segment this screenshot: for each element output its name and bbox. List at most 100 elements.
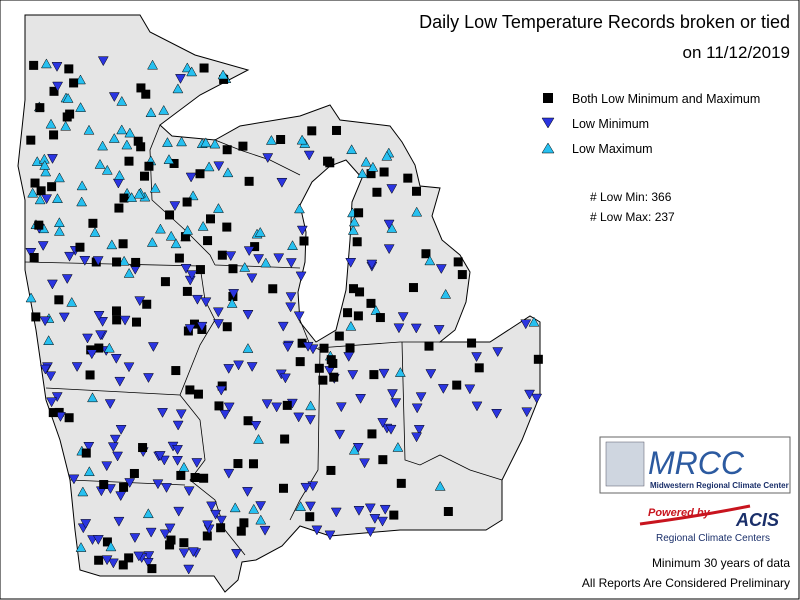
marker-low-min (464, 384, 476, 395)
marker-low-min (397, 312, 409, 323)
marker-low-max (295, 501, 307, 511)
marker-square (352, 237, 362, 247)
marker-square (124, 553, 134, 563)
marker-low-max (172, 83, 184, 94)
map-date: on 11/12/2019 (683, 43, 790, 62)
marker-low-min (147, 342, 159, 352)
marker-low-max (229, 502, 241, 513)
marker-low-min (411, 432, 422, 443)
marker-low-min (347, 370, 359, 380)
acis: ACIS (735, 510, 779, 530)
marker-square (222, 322, 232, 332)
marker-square (408, 283, 418, 293)
marker-square (124, 156, 134, 166)
marker-low-max (226, 298, 238, 308)
marker-low-min (437, 384, 449, 394)
marker-low-min (390, 398, 402, 409)
marker-low-min (279, 373, 291, 384)
marker-low-min (172, 420, 184, 431)
marker-square (457, 270, 467, 280)
marker-low-min (471, 352, 482, 363)
marker-square (88, 218, 98, 228)
marker-low-max (305, 400, 317, 411)
marker-low-max (367, 161, 379, 172)
marker-low-min (215, 515, 227, 526)
marker-low-min (172, 445, 183, 455)
marker-low-max (254, 226, 266, 237)
marker-low-min (273, 253, 285, 264)
marker-low-max (118, 255, 130, 266)
marker-low-min (223, 468, 235, 479)
marker-low-min (359, 458, 370, 469)
marker-low-max (213, 203, 224, 213)
marker-square (30, 178, 40, 188)
marker-low-min (52, 81, 64, 92)
marker-low-max (381, 150, 393, 161)
marker-low-min (377, 418, 389, 428)
acis-logo: Powered by ACIS Regional Climate Centers (639, 504, 779, 544)
marker-low-min (383, 244, 395, 255)
marker-low-min (471, 401, 483, 412)
marker-low-min (345, 258, 357, 268)
marker-square (180, 232, 190, 242)
marker-low-min (158, 455, 170, 466)
marker-low-max (121, 139, 133, 150)
marker-low-max (40, 166, 52, 177)
marker-low-min (330, 507, 342, 518)
marker-low-min (107, 442, 119, 453)
marker-low-max (347, 224, 359, 235)
marker-square (216, 523, 226, 533)
marker-square (114, 203, 124, 213)
marker-square (366, 298, 376, 308)
marker-low-min (311, 525, 323, 536)
marker-square (29, 253, 39, 263)
marker-low-min (366, 259, 378, 270)
marker-square (54, 295, 64, 305)
marker-square (85, 370, 95, 380)
marker-low-max (87, 392, 98, 403)
marker-low-min (385, 424, 397, 435)
marker-square (276, 135, 286, 145)
note: All Reports Are Considered Preliminary (582, 576, 790, 590)
marker-low-max (66, 296, 78, 307)
marker-low-min (196, 321, 208, 332)
marker-low-min (92, 256, 104, 267)
marker-low-min (47, 154, 58, 164)
marker-low-min (383, 219, 395, 230)
marker-low-min (393, 323, 405, 334)
marker-low-max (424, 255, 436, 266)
marker-square (282, 400, 292, 410)
marker-low-max (75, 102, 87, 112)
marker-square (49, 130, 59, 140)
marker-low-max (162, 137, 173, 147)
marker-square (318, 375, 328, 385)
marker-low-min (435, 264, 447, 275)
marker-low-min (255, 501, 267, 512)
marker-low-max (106, 239, 118, 250)
marker-low-max (103, 342, 115, 353)
marker-low-max (163, 154, 175, 164)
marker-low-max (209, 138, 221, 149)
marker-low-min (246, 273, 258, 284)
marker-square (138, 443, 148, 453)
marker-low-min (183, 486, 195, 497)
marker-square (379, 167, 389, 177)
marker-low-min (521, 407, 533, 418)
marker-low-max (83, 466, 95, 477)
marker-low-max (170, 238, 182, 249)
marker-square (219, 74, 229, 84)
marker-low-min (377, 516, 388, 527)
legend-label: Low Minimum (572, 117, 649, 131)
marker-low-min (25, 247, 37, 258)
marker-square (102, 537, 112, 547)
marker-low-min (259, 525, 271, 536)
note: Minimum 30 years of data (652, 556, 790, 570)
marker-low-max (265, 134, 277, 145)
marker-low-max (25, 292, 37, 303)
marker-low-min (386, 184, 398, 194)
marker-low-min (95, 330, 106, 341)
marker-low-min (304, 415, 316, 425)
marker-low-max (356, 168, 368, 178)
marker-low-min (242, 310, 254, 320)
legend: Both Low Minimum and Maximum Low Minimum… (541, 92, 760, 156)
